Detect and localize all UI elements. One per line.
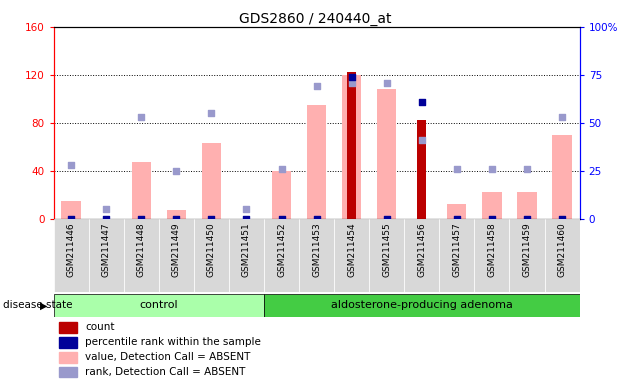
Point (452, 166, 462, 172)
Bar (194, 219, 229, 292)
Bar (159, 219, 194, 292)
Point (522, 166, 532, 172)
Point (312, 216, 322, 222)
Point (382, 79, 392, 86)
Bar (202, 143, 221, 219)
Bar (132, 162, 151, 219)
Text: GSM211450: GSM211450 (207, 223, 216, 277)
Point (207, 216, 217, 222)
Bar (54, 219, 89, 292)
Bar (229, 219, 264, 292)
Bar (553, 135, 571, 219)
Point (487, 216, 497, 222)
Bar (474, 219, 510, 292)
Bar (299, 219, 334, 292)
Text: aldosterone-producing adenoma: aldosterone-producing adenoma (331, 300, 513, 310)
Bar (123, 219, 159, 292)
Point (277, 216, 287, 222)
Bar (264, 294, 580, 317)
Bar (404, 219, 439, 292)
Bar (483, 192, 501, 219)
Point (382, 216, 392, 222)
Text: GSM211451: GSM211451 (242, 223, 251, 277)
Text: value, Detection Call = ABSENT: value, Detection Call = ABSENT (85, 352, 251, 362)
Bar (517, 192, 537, 219)
Text: GSM211452: GSM211452 (277, 223, 286, 277)
Point (312, 83, 322, 89)
Text: GSM211458: GSM211458 (488, 223, 496, 277)
Text: GDS2860 / 240440_at: GDS2860 / 240440_at (239, 12, 391, 25)
Point (241, 216, 251, 222)
Text: GSM211447: GSM211447 (101, 223, 111, 277)
Point (452, 216, 462, 222)
Bar (264, 219, 299, 292)
Point (417, 99, 427, 105)
Text: rank, Detection Call = ABSENT: rank, Detection Call = ABSENT (85, 367, 246, 377)
Bar (167, 210, 186, 219)
Text: GSM211459: GSM211459 (522, 223, 532, 277)
Point (277, 166, 287, 172)
Text: GSM211449: GSM211449 (172, 223, 181, 277)
Text: GSM211446: GSM211446 (67, 223, 76, 277)
Bar (369, 219, 404, 292)
Point (136, 114, 146, 120)
Text: GSM211457: GSM211457 (452, 223, 461, 277)
Point (171, 168, 181, 174)
Bar (272, 171, 291, 219)
Text: control: control (139, 300, 178, 310)
Text: count: count (85, 323, 115, 333)
Bar (342, 75, 361, 219)
Point (66, 216, 76, 222)
Point (417, 137, 427, 143)
Bar (447, 204, 466, 219)
Text: ▶: ▶ (40, 300, 48, 310)
Text: percentile rank within the sample: percentile rank within the sample (85, 338, 261, 348)
Bar (377, 89, 396, 219)
Point (557, 216, 567, 222)
Bar (439, 219, 474, 292)
Point (522, 216, 532, 222)
Bar (510, 219, 544, 292)
Bar (418, 121, 426, 219)
Point (136, 216, 146, 222)
Text: GSM211460: GSM211460 (558, 223, 566, 277)
Bar (544, 219, 580, 292)
Bar (59, 367, 77, 377)
Point (101, 206, 112, 212)
Bar (59, 352, 77, 362)
Point (487, 166, 497, 172)
Text: GSM211455: GSM211455 (382, 223, 391, 277)
Point (171, 216, 181, 222)
Point (66, 162, 76, 168)
Bar (62, 201, 81, 219)
Bar (59, 337, 77, 348)
Bar (347, 73, 356, 219)
Bar (307, 105, 326, 219)
Text: GSM211453: GSM211453 (312, 223, 321, 277)
Text: GSM211454: GSM211454 (347, 223, 356, 277)
Point (207, 110, 217, 116)
Bar (89, 219, 123, 292)
Text: disease state: disease state (3, 300, 72, 310)
Bar (59, 322, 77, 333)
Point (557, 114, 567, 120)
Text: GSM211456: GSM211456 (417, 223, 427, 277)
Text: GSM211448: GSM211448 (137, 223, 146, 277)
Bar (334, 219, 369, 292)
Point (101, 216, 112, 222)
Bar (54, 294, 264, 317)
Point (241, 206, 251, 212)
Point (346, 79, 357, 86)
Point (346, 74, 357, 80)
